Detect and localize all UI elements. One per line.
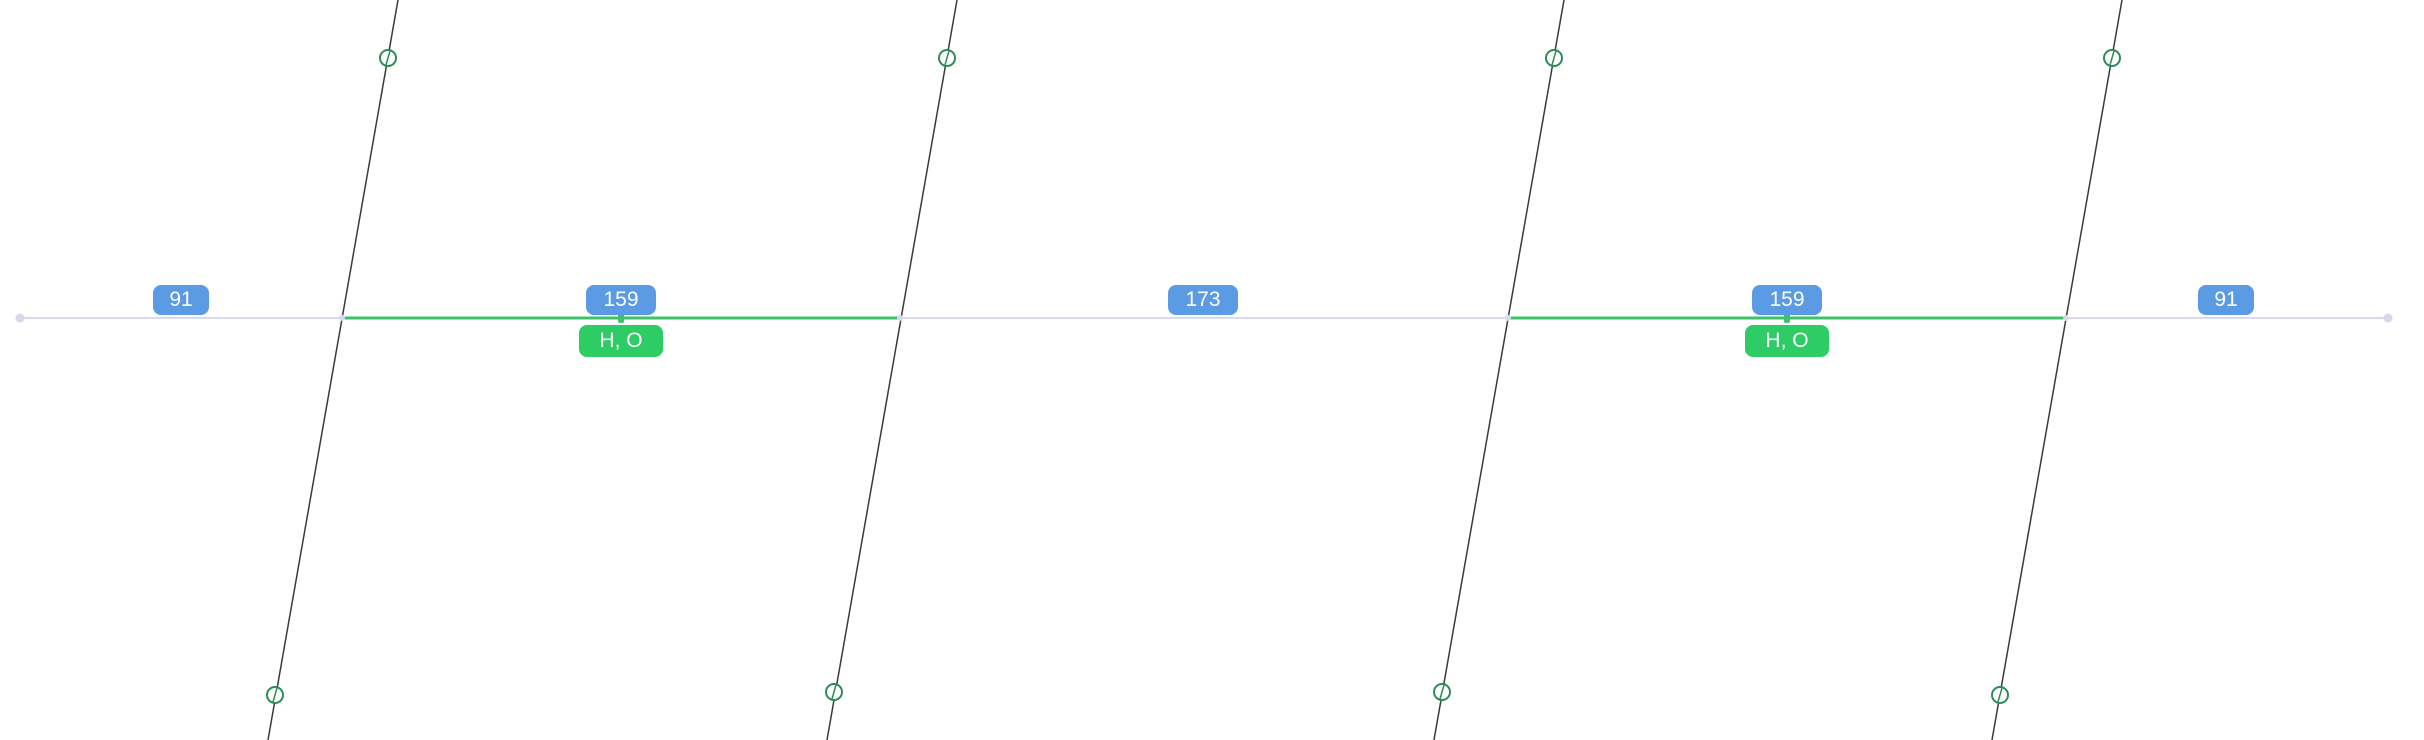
- handle-icon[interactable]: [266, 686, 284, 704]
- intersection-point: [2063, 315, 2069, 321]
- intersection-point: [339, 315, 345, 321]
- handle-icon[interactable]: [1545, 49, 1563, 67]
- baseline-endpoint-left[interactable]: [15, 313, 25, 323]
- measurement-badge[interactable]: 159: [1752, 285, 1822, 315]
- guide-line-3: [1433, 0, 1565, 740]
- handle-icon[interactable]: [379, 49, 397, 67]
- handle-icon[interactable]: [2103, 49, 2121, 67]
- measurement-badge[interactable]: 173: [1168, 285, 1238, 315]
- guide-line-1: [267, 0, 399, 740]
- guide-line-4: [1991, 0, 2123, 740]
- handle-icon[interactable]: [825, 683, 843, 701]
- baseline-endpoint-right[interactable]: [2383, 313, 2393, 323]
- guide-line-2: [826, 0, 958, 740]
- measurement-badge[interactable]: 91: [153, 285, 209, 315]
- handle-icon[interactable]: [938, 49, 956, 67]
- tag-badge[interactable]: H, O: [579, 325, 663, 357]
- measurement-badge[interactable]: 159: [586, 285, 656, 315]
- intersection-point: [1505, 315, 1511, 321]
- intersection-point: [897, 315, 903, 321]
- span-midpoint-marker: [1784, 313, 1790, 323]
- handle-icon[interactable]: [1991, 686, 2009, 704]
- measurement-badge[interactable]: 91: [2198, 285, 2254, 315]
- tag-badge[interactable]: H, O: [1745, 325, 1829, 357]
- span-midpoint-marker: [618, 313, 624, 323]
- handle-icon[interactable]: [1433, 683, 1451, 701]
